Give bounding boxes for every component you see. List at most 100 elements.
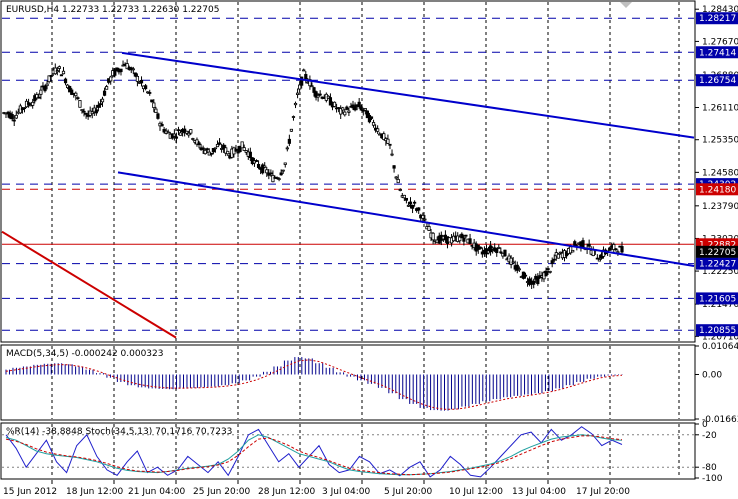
candle-body — [33, 95, 37, 102]
candle-body — [215, 143, 220, 148]
candle-body — [80, 109, 84, 111]
candle-body — [417, 207, 421, 211]
candle-body — [468, 238, 472, 244]
candle-body — [185, 130, 189, 134]
level-tag-label: 1.20855 — [699, 326, 736, 336]
candle-body — [614, 248, 618, 251]
macd-tick-label: -0.016631 — [702, 415, 738, 425]
time-tick-label: 10 Jul 12:00 — [449, 487, 503, 497]
level-tag-label: 1.21605 — [699, 294, 736, 304]
level-tag: 1.22427 — [696, 257, 738, 270]
candle-body — [515, 264, 519, 271]
candle-body — [548, 270, 552, 273]
candle-body — [478, 246, 482, 249]
stoch-lines — [5, 426, 623, 478]
time-tick-label: 13 Jul 04:00 — [512, 487, 566, 497]
macd-tick-label: 0.00 — [702, 370, 722, 380]
candle-body — [462, 237, 466, 242]
time-tick-label: 18 Jun 12:00 — [66, 487, 123, 497]
candle-body — [63, 78, 68, 84]
level-tag: 1.27414 — [696, 46, 738, 59]
macd-tick-label: 0.010642 — [702, 342, 738, 352]
level-tag: 1.28217 — [696, 12, 738, 25]
candle-body — [410, 204, 415, 209]
candle-body — [57, 66, 61, 69]
candle-body — [201, 147, 205, 150]
candle-body — [544, 270, 548, 277]
level-tag-bg — [696, 324, 738, 337]
candle-body — [78, 100, 82, 108]
candle-body — [154, 108, 158, 113]
macd-panel[interactable]: MACD(5,34,5) -0.000242 0.000323 — [0, 344, 696, 421]
price-tick-label: 1.28430 — [702, 5, 738, 15]
current-price-tag-label: 1.22705 — [699, 248, 736, 258]
candle-body — [240, 141, 244, 149]
stoch-axis: 0-20 -80-100 — [695, 420, 723, 484]
candle-body — [242, 147, 246, 151]
candle-body — [343, 111, 347, 116]
price-levels — [2, 17, 694, 331]
macd-label: MACD(5,34,5) -0.000242 0.000323 — [6, 349, 163, 359]
candle-body — [304, 74, 308, 80]
candle-body — [269, 172, 273, 175]
candle-body — [187, 132, 191, 136]
candle-body — [174, 136, 179, 139]
candle-body — [226, 150, 230, 155]
candle-body — [70, 89, 74, 95]
candle-body — [189, 129, 193, 134]
level-tag-bg — [696, 74, 738, 87]
candle-body — [59, 74, 64, 77]
candle-body — [287, 138, 291, 144]
candle-body — [371, 122, 376, 126]
candle-body — [587, 243, 591, 247]
price-tick-label: 1.24580 — [702, 168, 738, 178]
candle-body — [172, 133, 176, 137]
time-tick-label: 25 Jun 20:00 — [193, 487, 250, 497]
candle-body — [408, 201, 413, 205]
candle-body — [353, 106, 357, 111]
price-grid — [51, 2, 680, 341]
candle-body — [234, 148, 238, 152]
candle-body — [558, 251, 563, 254]
candle-body — [552, 258, 556, 261]
candle-body — [222, 144, 226, 150]
candle-body — [581, 240, 585, 248]
macd-signal-series — [5, 359, 623, 410]
candle-body — [285, 147, 289, 150]
candle-body — [35, 94, 39, 99]
candle-body — [404, 197, 409, 201]
time-tick-label: 21 Jun 04:00 — [128, 487, 185, 497]
candle-body — [316, 95, 320, 98]
candle-body — [517, 268, 521, 271]
candle-body — [376, 128, 380, 132]
candle-body — [388, 143, 392, 146]
candle-body — [61, 70, 66, 75]
candle-body — [113, 69, 117, 76]
candle-body — [133, 72, 137, 77]
candle-body — [573, 241, 577, 246]
candle-body — [22, 107, 27, 110]
candle-body — [620, 246, 624, 253]
price-panel[interactable]: EURUSD,H4 1.22733 1.22733 1.22630 1.2270… — [0, 0, 696, 343]
candle-body — [431, 232, 435, 241]
chart-shift-marker — [620, 2, 632, 8]
candle-body — [148, 92, 152, 94]
level-tag-label: 1.22882 — [699, 240, 736, 250]
candle-body — [390, 153, 394, 156]
candle-body — [279, 172, 283, 176]
candle-body — [497, 247, 501, 249]
candle-body — [224, 147, 228, 154]
candle-body — [84, 112, 88, 115]
candle-body — [160, 123, 164, 127]
macd-grid — [51, 346, 680, 419]
stoch-panel[interactable]: %R(14) -38.8848 Stoch(34,5,13) 70.1716 7… — [0, 422, 696, 480]
candle-body — [345, 106, 349, 110]
stoch-tick-label: -100 — [702, 474, 723, 484]
candle-body — [90, 111, 94, 115]
price-tick-label: 1.21470 — [702, 300, 738, 310]
price-axis: 1.284301.276701.268801.261101.253501.245… — [695, 5, 738, 342]
level-tag-label: 1.24180 — [699, 185, 736, 195]
candle-body — [402, 194, 406, 199]
candle-body — [139, 79, 144, 84]
